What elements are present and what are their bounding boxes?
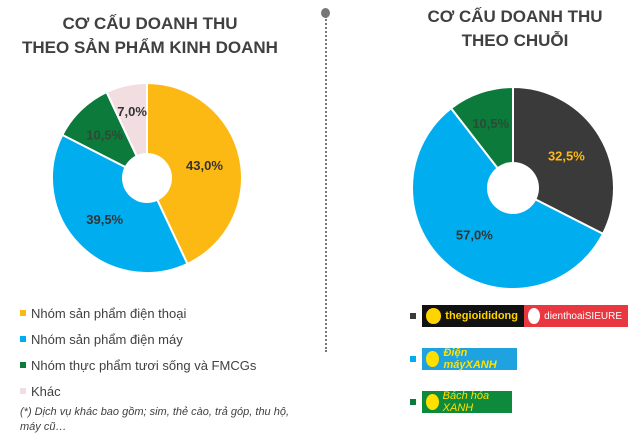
footnote: (*) Dịch vụ khác bao gồm; sim, thẻ cào, … bbox=[20, 406, 290, 433]
pie-slice bbox=[51, 133, 189, 274]
dienmayxanh-logo: Điện máyXANH bbox=[422, 347, 517, 371]
legend-label: Khác bbox=[31, 383, 61, 399]
running-man-icon bbox=[528, 308, 541, 324]
logo-text: Bách hóa XANH bbox=[442, 390, 490, 414]
legend-item: Điện máyXANH bbox=[410, 347, 628, 371]
title-line-2: THEO CHUỖI bbox=[461, 31, 569, 50]
donut-hole bbox=[487, 162, 539, 214]
legend-item: thegioididong dienthoaiSIEURE bbox=[410, 305, 628, 327]
logo-text: Điện máyXANH bbox=[443, 347, 497, 371]
legend-swatch bbox=[410, 313, 416, 319]
legend-swatch bbox=[20, 310, 26, 316]
data-label: 32,5% bbox=[548, 148, 585, 163]
logo-text: dienthoaiSIEURE bbox=[544, 310, 622, 322]
legend-label: Nhóm thực phẩm tươi sống và FMCGs bbox=[31, 357, 257, 373]
data-label: 57,0% bbox=[456, 228, 493, 243]
pie-slice bbox=[146, 81, 243, 266]
pie-slice bbox=[449, 85, 514, 191]
title-line-2: THEO SẢN PHẨM KINH DOANH bbox=[22, 38, 278, 57]
legend-label: Nhóm sản phẩm điện máy bbox=[31, 331, 183, 347]
chart-title-chains: CƠ CẤU DOANH THU THEO CHUỖI bbox=[400, 5, 630, 53]
legend-products: Nhóm sản phẩm điện thoại Nhóm sản phẩm đ… bbox=[20, 300, 256, 404]
data-label: 10,5% bbox=[86, 127, 123, 142]
legend-swatch bbox=[20, 336, 26, 342]
running-man-icon bbox=[426, 308, 442, 324]
title-line-1: CƠ CẤU DOANH THU bbox=[62, 14, 238, 33]
bachhoaxanh-logo: Bách hóa XANH bbox=[422, 390, 512, 414]
donut-hole bbox=[122, 153, 172, 203]
chart-title-products: CƠ CẤU DOANH THU THEO SẢN PHẨM KINH DOAN… bbox=[10, 12, 290, 60]
data-label: 7,0% bbox=[117, 104, 147, 119]
legend-item: Nhóm sản phẩm điện thoại bbox=[20, 300, 256, 326]
legend-item: Nhóm thực phẩm tươi sống và FMCGs bbox=[20, 352, 256, 378]
data-label: 10,5% bbox=[472, 116, 509, 131]
legend-swatch bbox=[20, 362, 26, 368]
pie-slice bbox=[512, 85, 615, 236]
legend-swatch bbox=[410, 399, 416, 405]
legend-swatch bbox=[410, 356, 416, 362]
divider-line bbox=[325, 16, 327, 352]
legend-chains: thegioididong dienthoaiSIEURE Điện máyXA… bbox=[410, 305, 628, 434]
running-man-icon bbox=[426, 351, 440, 367]
divider-dot bbox=[321, 8, 330, 18]
thegioididong-logo: thegioididong bbox=[422, 305, 524, 327]
data-label: 39,5% bbox=[86, 212, 123, 227]
title-line-1: CƠ CẤU DOANH THU bbox=[427, 7, 603, 26]
dienthoaisieure-logo: dienthoaiSIEURE bbox=[524, 305, 628, 327]
running-man-icon bbox=[426, 394, 439, 410]
legend-item: Khác bbox=[20, 378, 256, 404]
pie-slice bbox=[105, 81, 148, 179]
legend-swatch bbox=[20, 388, 26, 394]
legend-item: Nhóm sản phẩm điện máy bbox=[20, 326, 256, 352]
legend-label: Nhóm sản phẩm điện thoại bbox=[31, 305, 187, 321]
data-label: 43,0% bbox=[186, 158, 223, 173]
logo-text: thegioididong bbox=[445, 310, 518, 322]
legend-item: Bách hóa XANH bbox=[410, 390, 628, 414]
